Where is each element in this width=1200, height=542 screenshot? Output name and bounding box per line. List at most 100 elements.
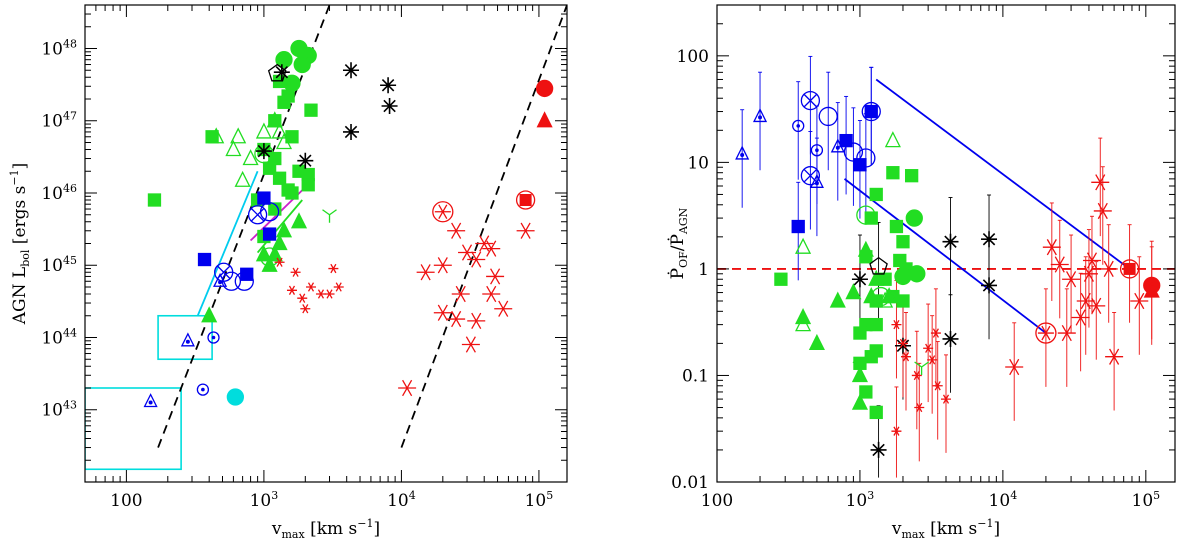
point-star-17-3 (482, 240, 501, 257)
y-tick-label: 0.1 (682, 366, 709, 386)
point-triangle-dot-9-0-tri (143, 393, 158, 408)
y-axis-label-main: AGN L (10, 267, 30, 325)
y-tick-label-base: 10 (41, 39, 63, 59)
point-square-0-20 (869, 405, 883, 420)
point-star-17-4 (467, 251, 486, 268)
point-pentagon-10-0 (869, 256, 888, 275)
point-circle-4-1 (259, 247, 280, 267)
point-asterisk-11-0 (851, 271, 868, 288)
point-square-0-1 (886, 166, 900, 180)
x-tick-label-exp: 3 (271, 489, 278, 502)
point-triangle-2-1 (795, 237, 812, 254)
point-triangle-dot-9-2 (809, 173, 824, 188)
y-tick-label-base: 0.01 (671, 473, 709, 493)
point-square-circle-14-0-square (1123, 262, 1136, 275)
x-tick-label: 100 (701, 491, 733, 511)
point-star-16-12 (1130, 292, 1149, 310)
y-tick-label: 1046 (41, 182, 77, 204)
point-star-16-3 (1062, 271, 1081, 288)
trend-line-1 (400, 5, 567, 448)
trend-line-0 (875, 78, 1131, 270)
point-triangle-dot-9-2 (213, 272, 228, 287)
y-axis-label-num: Ṗ (667, 268, 688, 279)
x-tick-label-base: 10 (846, 491, 868, 511)
point-square-0-17 (285, 186, 299, 200)
x-tick-label-base: 10 (1132, 491, 1154, 511)
trend-line-0 (157, 5, 331, 448)
point-asterisk-11-6 (870, 441, 887, 458)
point-square-0-16 (268, 202, 282, 216)
point-square-0-19 (859, 385, 873, 399)
y-tick-label-base: 10 (41, 184, 63, 204)
x-axis-label-close: ] (373, 519, 380, 539)
point-square-5-0 (197, 252, 212, 267)
point-star-16-2 (1050, 256, 1069, 273)
point-star-small-17-2 (900, 352, 911, 362)
point-star-17-5 (433, 257, 452, 274)
point-triangle-3-2 (845, 283, 862, 300)
point-star-small-18-1 (290, 267, 301, 277)
point-circle-13-0 (535, 79, 554, 98)
point-triangle-dot-9-3-tri (830, 138, 845, 153)
point-square-5-3 (262, 227, 277, 241)
point-star-small-18-6 (324, 289, 335, 299)
point-star-16-1 (1042, 239, 1061, 256)
point-star-small-18-2 (286, 285, 297, 295)
point-triangle-14-0 (536, 111, 553, 128)
point-square-0-5 (889, 219, 904, 234)
point-asterisk-11-3 (981, 277, 998, 294)
point-triangle-dot-9-0-dot (740, 152, 745, 157)
y-axis-label: ṖOF/ṖAGN (667, 207, 690, 279)
point-circle-x-7-0 (800, 90, 821, 111)
point-asterisk-11-2 (981, 231, 998, 248)
y-axis-label-slash: /Ṗ (667, 234, 688, 251)
plot-area-0 (85, 5, 567, 471)
point-star-17-14 (398, 379, 417, 397)
point-star-17-13 (516, 222, 535, 239)
point-star-16-14 (1082, 252, 1101, 269)
point-circle-12-0 (226, 388, 245, 406)
point-square-0-18 (301, 178, 315, 192)
point-circle-dot-8-0-ring (207, 331, 220, 344)
y-tick-label-base: 10 (687, 153, 709, 173)
point-star-17-15 (447, 310, 466, 328)
point-circle-dot-8-0-dot (211, 335, 216, 340)
point-circle-dot-8-1-ring (810, 144, 824, 157)
point-triangle-3-5 (881, 287, 898, 304)
point-star-17-8 (451, 285, 470, 303)
y-tick-label: 1043 (41, 399, 77, 421)
point-star-16-8 (1091, 174, 1110, 191)
point-circle-6-3 (861, 101, 881, 122)
point-triangle-3-6 (808, 333, 825, 351)
y-tick-label-exp: 48 (63, 37, 77, 50)
point-square-0-0 (774, 272, 788, 286)
y-tick-label-base: 1 (698, 260, 709, 280)
point-circle-6-0 (818, 106, 838, 127)
point-triangle-dot-9-0-dot (148, 400, 153, 405)
y-axis-label-units: [ergs s (10, 186, 30, 250)
point-triangle-dot-9-0 (735, 145, 750, 160)
x-axis-label-units: [km s (925, 519, 978, 539)
point-star-small-17-0 (891, 319, 902, 330)
point-square-5-1 (240, 267, 254, 281)
point-square-5-0 (791, 219, 805, 234)
point-circle-6-2 (856, 148, 876, 168)
point-square-circle-15-0 (515, 190, 536, 210)
point-star-small-18-4 (305, 282, 316, 292)
point-triangle-3-6 (290, 212, 308, 229)
x-axis-label-sub: max (281, 528, 305, 541)
point-circle-1-0 (905, 209, 923, 227)
point-triangle-dot-9-1 (752, 107, 768, 123)
point-circle-dot-8-1-dot (201, 387, 205, 392)
point-circle-dot-8-0-ring (792, 119, 805, 133)
point-circle-7-1 (234, 271, 254, 291)
point-star-small-18-0 (274, 257, 285, 267)
y-tick-label-exp: 44 (63, 326, 77, 339)
y-tick-label-exp: 45 (63, 254, 77, 267)
x-tick-label-base: 10 (525, 491, 547, 511)
y-axis-label-sub: bol (19, 249, 32, 267)
x-tick-label: 104 (989, 489, 1018, 511)
y-tick-label: 1045 (41, 254, 77, 276)
point-square-circle-14-0-ring (1119, 259, 1140, 279)
point-star-small-17-8 (891, 426, 902, 436)
